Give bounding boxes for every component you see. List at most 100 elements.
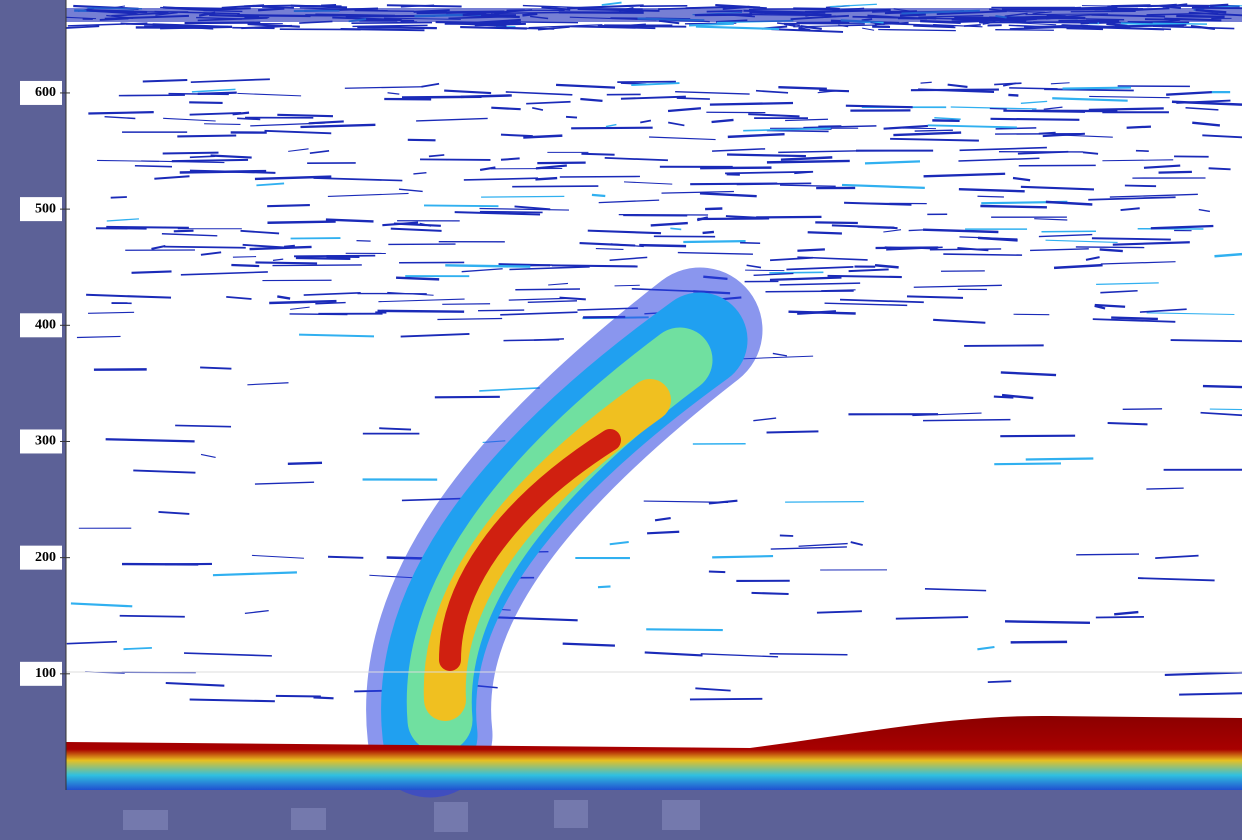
- echo-streak: [705, 209, 722, 210]
- echo-streak: [756, 217, 821, 218]
- echo-streak: [566, 117, 577, 118]
- echo-streak: [408, 140, 436, 141]
- echo-streak: [767, 161, 850, 162]
- echo-streak: [535, 178, 557, 179]
- surface-band: [66, 8, 1242, 22]
- echo-streak: [712, 556, 773, 557]
- echo-streak: [200, 367, 231, 368]
- echo-streak: [313, 697, 333, 698]
- echo-streak: [737, 183, 812, 184]
- echo-streak: [296, 258, 350, 259]
- echo-streak: [677, 98, 710, 99]
- echo-streak: [977, 196, 1003, 197]
- echo-streak: [1066, 28, 1103, 29]
- x-block: [434, 802, 468, 832]
- echo-streak: [964, 25, 981, 26]
- echo-streak: [780, 535, 793, 536]
- echo-streak: [598, 586, 611, 587]
- echo-streak: [232, 28, 274, 29]
- y-tick-label: 500: [35, 201, 56, 216]
- echo-streak: [1209, 168, 1231, 169]
- echo-streak: [752, 593, 789, 594]
- echo-streak: [288, 463, 322, 464]
- echo-streak: [995, 30, 1054, 31]
- echogram: 100200300400500600: [0, 0, 1242, 840]
- echo-streak: [480, 212, 543, 213]
- echo-streak: [1146, 488, 1183, 489]
- echo-streak: [504, 340, 560, 341]
- echo-streak: [189, 102, 222, 103]
- echo-streak: [1159, 172, 1192, 173]
- echo-streak: [670, 228, 681, 229]
- echo-streak: [1076, 554, 1139, 555]
- echo-streak: [765, 291, 853, 292]
- x-block: [123, 810, 168, 830]
- echo-streak: [436, 22, 521, 23]
- echo-streak: [512, 186, 598, 187]
- echo-streak: [442, 304, 490, 305]
- echo-streak: [537, 163, 585, 164]
- echo-streak: [378, 311, 465, 312]
- x-block: [291, 808, 326, 830]
- echo-streak: [1125, 185, 1156, 186]
- echo-streak: [510, 22, 578, 23]
- echo-streak: [290, 314, 348, 315]
- echo-streak: [267, 205, 310, 206]
- echo-streak: [1210, 409, 1242, 410]
- echo-streak: [988, 681, 1011, 682]
- echo-streak: [797, 249, 824, 250]
- echo-streak: [964, 345, 1044, 346]
- echo-streak: [284, 246, 295, 247]
- echo-streak: [277, 115, 333, 116]
- echo-streak: [592, 195, 605, 196]
- echo-streak: [727, 155, 806, 157]
- echo-streak: [571, 128, 652, 129]
- echo-streak: [164, 247, 246, 248]
- echo-streak: [769, 272, 823, 273]
- echo-streak: [615, 285, 640, 286]
- echo-streak: [1033, 22, 1097, 23]
- echo-streak: [647, 532, 679, 534]
- echo-streak: [491, 108, 520, 110]
- y-tick-label: 100: [35, 666, 56, 681]
- echo-streak: [1063, 88, 1131, 89]
- echo-streak: [709, 572, 725, 573]
- echo-streak: [351, 23, 432, 24]
- echo-streak: [88, 112, 153, 113]
- echo-streak: [119, 95, 185, 96]
- echo-streak: [560, 176, 640, 177]
- echo-streak: [1026, 459, 1094, 460]
- echo-streak: [198, 93, 237, 94]
- echo-streak: [646, 629, 723, 630]
- echo-streak: [770, 654, 848, 655]
- echo-streak: [461, 95, 512, 96]
- echo-streak: [1127, 127, 1151, 128]
- y-tick-label: 300: [35, 434, 56, 449]
- echo-streak: [515, 289, 580, 290]
- echo-streak: [120, 616, 185, 617]
- echo-streak: [1076, 247, 1144, 248]
- echo-streak: [1111, 318, 1158, 319]
- echo-streak: [294, 256, 375, 257]
- echo-streak: [980, 206, 1047, 207]
- echo-streak: [387, 5, 462, 6]
- echo-streak: [815, 222, 858, 223]
- echo-streak: [163, 153, 219, 154]
- echo-streak: [740, 243, 760, 244]
- echo-streak: [1123, 409, 1162, 410]
- echo-streak: [177, 135, 236, 136]
- echo-streak: [909, 230, 924, 231]
- echo-streak: [1089, 108, 1164, 110]
- echo-streak: [123, 648, 151, 649]
- echo-streak: [1100, 249, 1123, 251]
- echo-streak: [767, 131, 829, 132]
- echo-streak: [1041, 231, 1095, 232]
- echo-streak: [936, 26, 952, 27]
- echo-streak: [420, 159, 490, 160]
- echo-streak: [697, 218, 769, 219]
- echo-streak: [132, 271, 172, 272]
- echo-streak: [1005, 621, 1090, 622]
- echo-streak: [1210, 5, 1228, 6]
- echo-streak: [1096, 617, 1144, 618]
- echo-streak: [255, 262, 317, 263]
